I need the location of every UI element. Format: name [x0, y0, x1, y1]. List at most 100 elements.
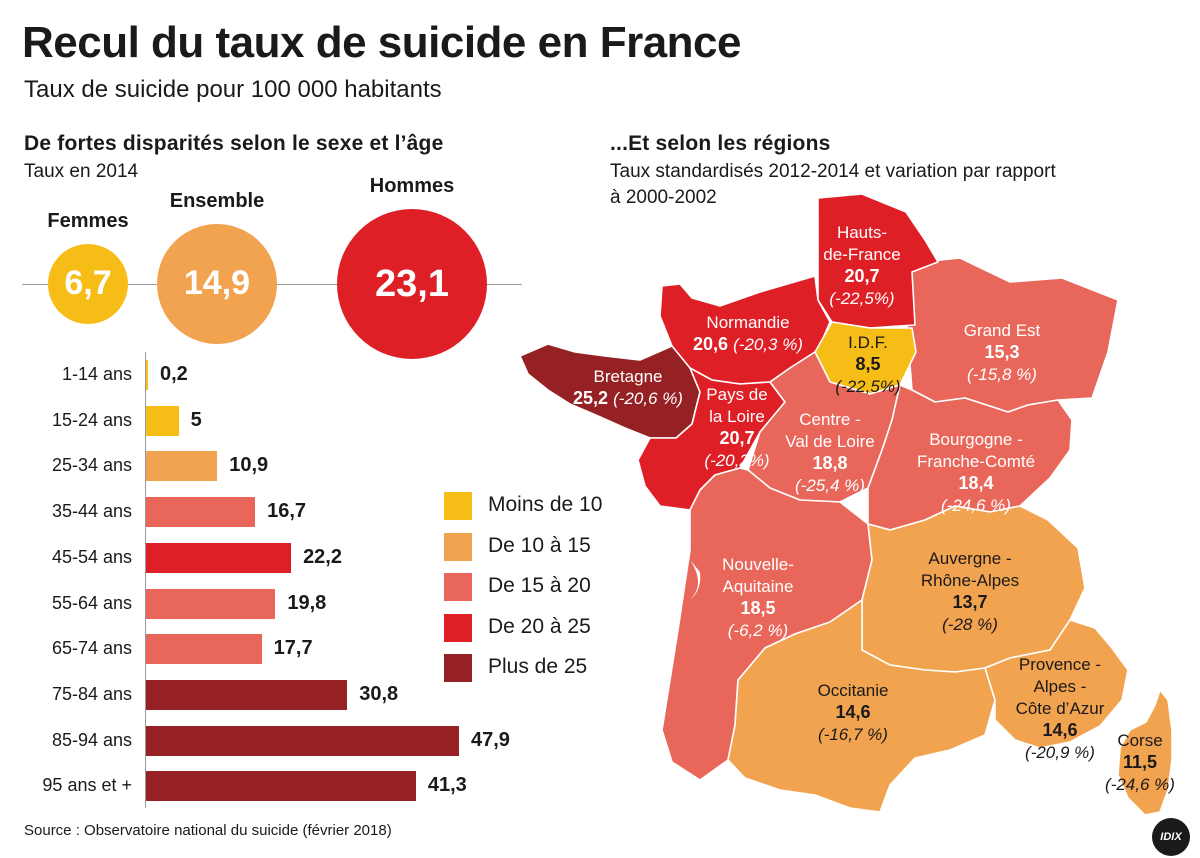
region-shape-paca: [984, 619, 1129, 749]
bay-notch: [690, 560, 701, 600]
bubble-hommes: 23,1: [337, 209, 487, 359]
bar-category-55-64-ans: 55-64 ans: [51, 592, 132, 613]
region-name-hauts-de-france: Hauts-: [837, 223, 887, 242]
bar-value-95-ans-et: 41,3: [427, 774, 467, 797]
region-variation-i-d-f: (-22,5%): [835, 377, 900, 396]
legend-label-de-10-a-15: De 10 à 15: [488, 533, 591, 557]
bar-value-25-34-ans: 10,9: [229, 454, 269, 477]
bubble-value-hommes: 23,1: [375, 262, 449, 305]
bubble-label-hommes: Hommes: [369, 175, 455, 197]
region-variation-occitanie: (-16,7 %): [818, 725, 888, 744]
bubble-value-ensemble: 14,9: [183, 264, 251, 303]
region-rate-normandie: 20,6 (-20,3 %): [693, 334, 803, 354]
bar-65-74-ans: [146, 634, 262, 665]
region-name-nouvelle-aquitaine-1: Aquitaine: [723, 577, 794, 596]
main-title: Recul du taux de suicide en France: [22, 18, 742, 67]
bubble-label-ensemble: Ensemble: [169, 189, 265, 212]
legend-label-de-15-a-20: De 15 à 20: [488, 574, 591, 597]
region-name-pays-de-la-loire: Pays de: [706, 385, 767, 404]
bar-value-15-24-ans: 5: [190, 408, 202, 431]
bubble-femmes: 6,7: [47, 243, 129, 325]
bar-category-95-ans-et: 95 ans et +: [42, 775, 132, 796]
region-rate-bourgogne-franche-comte: 18,4: [958, 473, 993, 493]
region-variation-bourgogne-franche-comte: (-24,6 %): [941, 496, 1011, 515]
region-shape-corse: [1117, 689, 1173, 816]
main-subtitle: Taux de suicide pour 100 000 habitants: [24, 76, 442, 103]
region-name-centre-val-de-loire-1: Val de Loire: [785, 432, 874, 451]
bar-95-ans-et: [146, 771, 416, 802]
region-variation-auvergne-rhone-alpes: (-28 %): [942, 615, 998, 634]
region-name-i-d-f: I.D.F.: [848, 333, 888, 352]
right-section-subtitle-2: à 2000-2002: [610, 187, 717, 208]
region-rate-nouvelle-aquitaine: 18,5: [740, 598, 775, 618]
left-section-title: De fortes disparités selon le sexe et l’…: [24, 132, 444, 155]
bubble-value-femmes: 6,7: [64, 264, 112, 303]
bar-category-65-74-ans: 65-74 ans: [51, 638, 132, 659]
region-name-hauts-de-france-1: de-France: [823, 245, 900, 264]
region-name-bretagne: Bretagne: [594, 367, 663, 386]
region-rate-i-d-f: 8,5: [855, 354, 880, 374]
region-variation-hauts-de-france: (-22,5%): [829, 289, 894, 308]
region-rate-occitanie: 14,6: [835, 702, 870, 722]
bar-35-44-ans: [146, 497, 256, 528]
region-rate-value-bretagne: 25,2: [573, 388, 613, 408]
region-rate-grand-est: 15,3: [984, 342, 1019, 362]
bar-value-45-54-ans: 22,2: [303, 545, 342, 568]
bar-axis: [145, 352, 146, 808]
legend-swatch-de-15-a-20: [444, 573, 472, 601]
legend-swatch-moins-de-10: [444, 492, 472, 520]
region-rate-hauts-de-france: 20,7: [844, 266, 879, 286]
region-name-auvergne-rhone-alpes: Auvergne -: [928, 549, 1011, 568]
left-section-subtitle: Taux en 2014: [24, 161, 139, 182]
legend-swatch-plus-de-25: [444, 654, 472, 682]
bar-category-25-34-ans: 25-34 ans: [51, 455, 132, 476]
bar-category-1-14-ans: 1-14 ans: [61, 364, 132, 384]
bar-category-15-24-ans: 15-24 ans: [51, 409, 132, 430]
bar-45-54-ans: [146, 542, 292, 573]
bar-1-14-ans: [146, 360, 148, 390]
bar-55-64-ans: [146, 588, 276, 619]
legend-swatch-de-20-a-25: [444, 613, 472, 642]
legend-label-de-20-a-25: De 20 à 25: [488, 614, 591, 638]
legend-swatch-de-10-a-15: [444, 532, 472, 561]
bar-value-85-94-ans: 47,9: [471, 728, 510, 751]
region-variation-bretagne: (-20,6 %): [613, 389, 683, 408]
region-variation-nouvelle-aquitaine: (-6,2 %): [728, 621, 788, 640]
region-rate-provence-alpes-cote-d-azur: 14,6: [1042, 720, 1077, 740]
bar-value-1-14-ans: 0,2: [160, 363, 188, 385]
region-rate-value-normandie: 20,6: [693, 334, 733, 354]
region-name-normandie: Normandie: [706, 313, 789, 332]
bar-value-65-74-ans: 17,7: [273, 637, 313, 660]
region-name-nouvelle-aquitaine: Nouvelle-: [722, 555, 794, 574]
bar-85-94-ans: [146, 725, 459, 756]
idix-logo: IDIX: [1152, 818, 1190, 856]
legend-label-plus-de-25: Plus de 25: [488, 655, 588, 678]
region-rate-bretagne: 25,2 (-20,6 %): [573, 388, 683, 408]
bubble-label-femmes: Femmes: [47, 209, 129, 232]
region-shape-bourgogne: [867, 384, 1073, 531]
legend-label-moins-de-10: Moins de 10: [488, 493, 603, 516]
region-name-bourgogne-franche-comte: Bourgogne -: [929, 430, 1023, 449]
region-variation-grand-est: (-15,8 %): [967, 365, 1037, 384]
region-rate-corse: 11,5: [1123, 752, 1157, 772]
bar-category-45-54-ans: 45-54 ans: [51, 546, 132, 567]
region-name-provence-alpes-cote-d-azur: Provence -: [1019, 655, 1101, 674]
region-name-auvergne-rhone-alpes-1: Rhône-Alpes: [921, 571, 1019, 590]
region-variation-normandie: (-20,3 %): [733, 335, 803, 354]
region-rate-auvergne-rhone-alpes: 13,7: [952, 592, 987, 612]
region-name-grand-est: Grand Est: [964, 321, 1041, 340]
bar-value-35-44-ans: 16,7: [267, 500, 307, 523]
region-name-corse: Corse: [1117, 731, 1162, 750]
region-variation-corse: (-24,6 %): [1105, 775, 1175, 794]
region-variation-pays-de-la-loire: (-20,2%): [704, 451, 769, 470]
right-section-subtitle-1: Taux standardisés 2012-2014 et variation…: [610, 161, 1056, 182]
region-rate-centre-val-de-loire: 18,8: [812, 453, 847, 473]
region-name-occitanie: Occitanie: [818, 681, 889, 700]
bar-25-34-ans: [146, 451, 218, 482]
region-variation-provence-alpes-cote-d-azur: (-20,9 %): [1025, 743, 1095, 762]
bar-value-55-64-ans: 19,8: [287, 591, 327, 614]
bar-category-75-84-ans: 75-84 ans: [51, 683, 132, 704]
bubble-ensemble: 14,9: [156, 223, 278, 345]
bar-value-75-84-ans: 30,8: [359, 682, 399, 705]
